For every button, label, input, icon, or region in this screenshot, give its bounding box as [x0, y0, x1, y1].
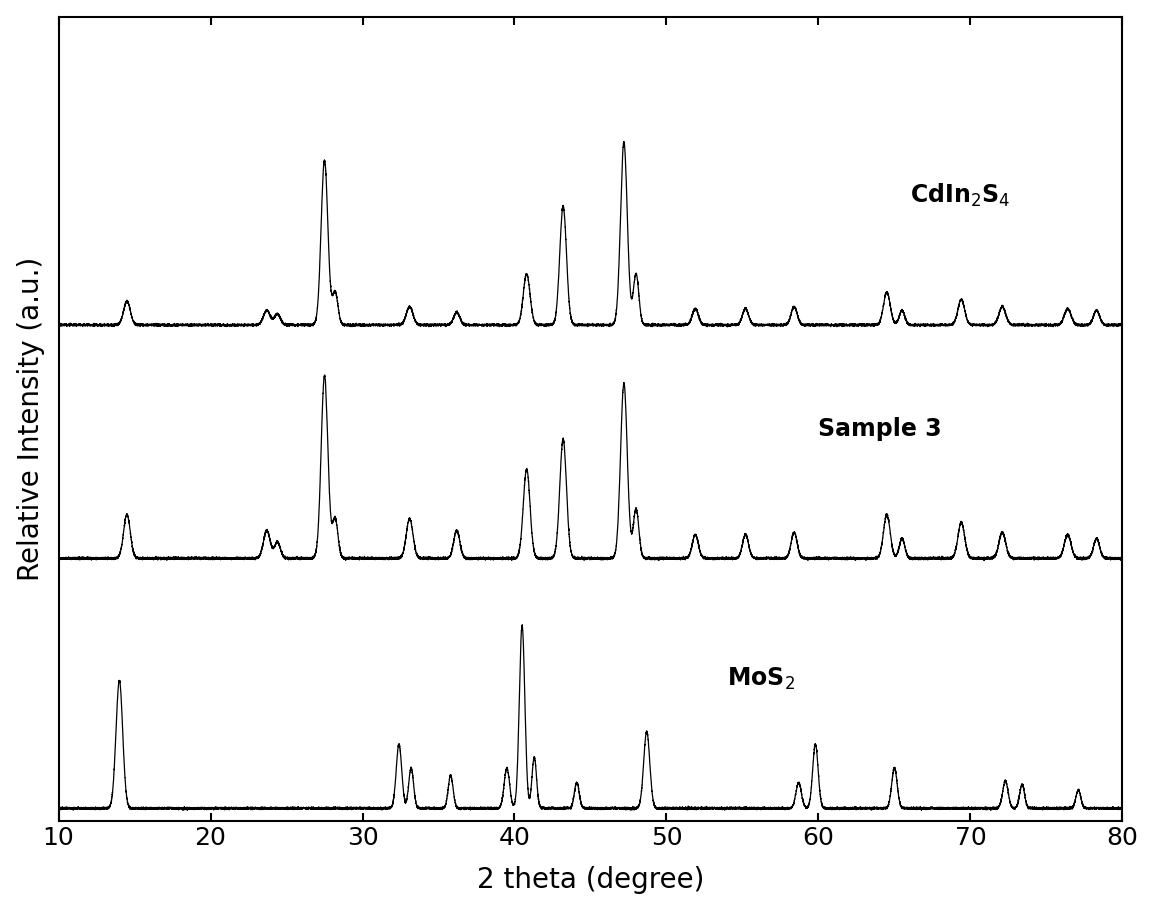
- Y-axis label: Relative Intensity (a.u.): Relative Intensity (a.u.): [16, 257, 45, 581]
- X-axis label: 2 theta (degree): 2 theta (degree): [477, 866, 705, 895]
- Text: Sample 3: Sample 3: [819, 417, 942, 441]
- Text: MoS$_2$: MoS$_2$: [728, 666, 795, 692]
- Text: CdIn$_2$S$_4$: CdIn$_2$S$_4$: [910, 182, 1009, 210]
